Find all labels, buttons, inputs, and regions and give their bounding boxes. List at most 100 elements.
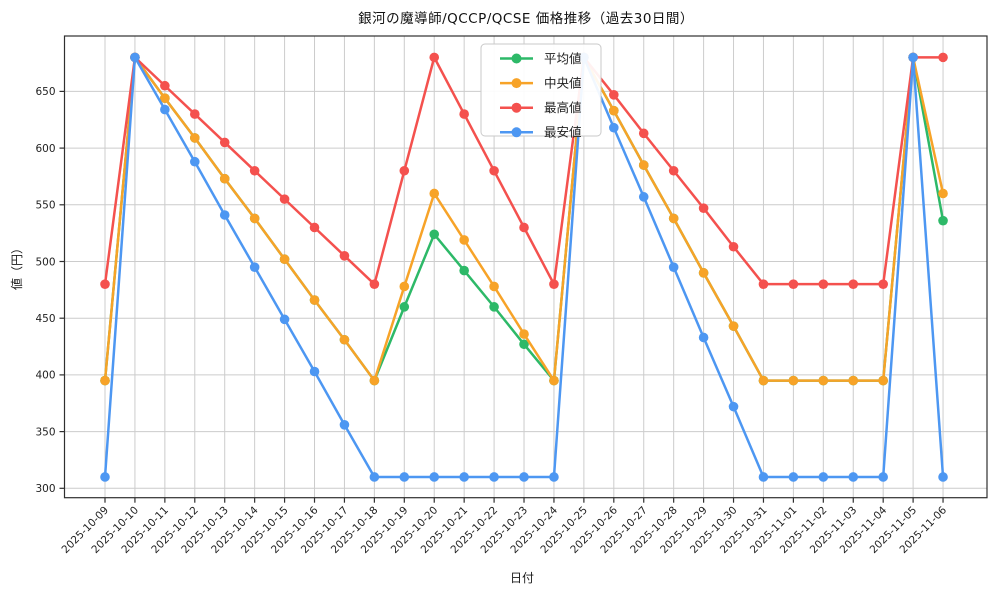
data-point-median (638, 160, 649, 170)
data-point-lowest (728, 401, 739, 412)
data-point-median (219, 173, 230, 184)
data-point-median (519, 329, 529, 339)
data-point-median (728, 321, 739, 331)
data-point-highest (848, 279, 859, 289)
legend-label-lowest: 最安値 (544, 125, 582, 140)
data-point-highest (219, 137, 230, 148)
data-point-highest (189, 109, 200, 119)
data-point-lowest (459, 472, 469, 482)
data-point-lowest (698, 332, 709, 343)
data-point-lowest (908, 52, 918, 63)
data-point-lowest (429, 472, 440, 482)
data-point-highest (249, 165, 260, 176)
data-point-median (758, 375, 769, 386)
data-point-lowest (609, 122, 619, 133)
data-point-median (459, 235, 469, 245)
data-point-lowest (668, 262, 679, 272)
data-point-lowest (189, 156, 200, 167)
data-point-average (489, 302, 499, 312)
data-point-highest (938, 52, 948, 63)
data-point-lowest (399, 472, 410, 482)
data-point-lowest (130, 52, 140, 63)
y-axis-label: 値（円） (9, 242, 24, 290)
data-point-median (549, 375, 559, 386)
y-tick-label: 600 (35, 143, 55, 155)
data-point-lowest (848, 472, 859, 482)
chart-title: 銀河の魔導師/QCCP/QCSE 価格推移（過去30日間） (358, 11, 694, 27)
data-point-lowest (249, 262, 260, 272)
data-point-lowest (100, 472, 110, 482)
data-point-highest (369, 279, 380, 289)
data-point-highest (399, 165, 410, 176)
data-point-lowest (788, 472, 799, 482)
y-tick-label: 300 (35, 483, 55, 495)
data-point-median (788, 375, 799, 386)
data-point-lowest (279, 314, 290, 325)
data-point-highest (878, 279, 888, 289)
data-point-highest (668, 165, 679, 176)
data-point-highest (549, 279, 559, 289)
data-point-median (100, 375, 110, 386)
data-point-median (339, 334, 350, 345)
legend-marker-highest-icon (511, 102, 522, 113)
data-point-highest (758, 279, 769, 289)
data-point-median (818, 375, 829, 386)
data-point-lowest (369, 472, 380, 482)
data-point-highest (519, 222, 529, 233)
legend (480, 43, 602, 137)
data-point-average (459, 265, 469, 276)
data-point-lowest (549, 472, 559, 482)
y-tick-label: 650 (35, 86, 55, 98)
y-tick-label: 400 (35, 370, 55, 382)
data-point-highest (609, 90, 619, 100)
data-point-lowest (160, 104, 170, 115)
data-point-highest (638, 128, 649, 139)
data-point-median (609, 105, 619, 116)
data-point-lowest (818, 472, 829, 482)
y-tick-label: 350 (35, 426, 55, 438)
data-point-median (309, 295, 320, 305)
data-point-highest (489, 165, 499, 176)
data-point-median (429, 188, 440, 199)
data-point-median (848, 375, 859, 386)
data-point-lowest (219, 210, 230, 220)
y-tick-label: 550 (35, 200, 55, 212)
y-tick-label: 500 (35, 256, 55, 268)
data-point-lowest (309, 366, 320, 377)
data-point-median (489, 281, 499, 292)
data-point-average (938, 215, 948, 226)
data-point-lowest (638, 192, 649, 202)
x-axis-label: 日付 (510, 571, 534, 585)
data-point-highest (160, 80, 170, 91)
data-point-highest (459, 109, 469, 119)
data-point-lowest (938, 472, 948, 482)
data-point-median (249, 213, 260, 224)
data-point-highest (100, 279, 110, 289)
legend-marker-median-icon (511, 78, 522, 89)
data-point-highest (309, 222, 320, 233)
data-point-median (399, 281, 410, 292)
data-point-lowest (519, 472, 529, 482)
legend-label-highest: 最高値 (544, 100, 582, 115)
plot-border (63, 35, 988, 499)
data-point-median (668, 213, 679, 224)
data-point-lowest (489, 472, 499, 482)
legend-label-median: 中央値 (544, 75, 582, 90)
legend-marker-lowest-icon (511, 127, 522, 138)
data-point-median (279, 254, 290, 265)
data-point-average (399, 302, 410, 312)
data-point-highest (279, 194, 290, 204)
data-point-average (519, 339, 529, 350)
data-point-median (938, 188, 948, 199)
legend-label-average: 平均値 (544, 51, 582, 66)
data-point-highest (788, 279, 799, 289)
data-point-lowest (878, 472, 888, 482)
data-point-median (878, 375, 888, 386)
data-point-median (698, 268, 709, 278)
data-point-lowest (339, 419, 350, 430)
data-point-highest (339, 251, 350, 261)
y-tick-label: 450 (35, 313, 55, 325)
data-point-highest (429, 52, 440, 63)
